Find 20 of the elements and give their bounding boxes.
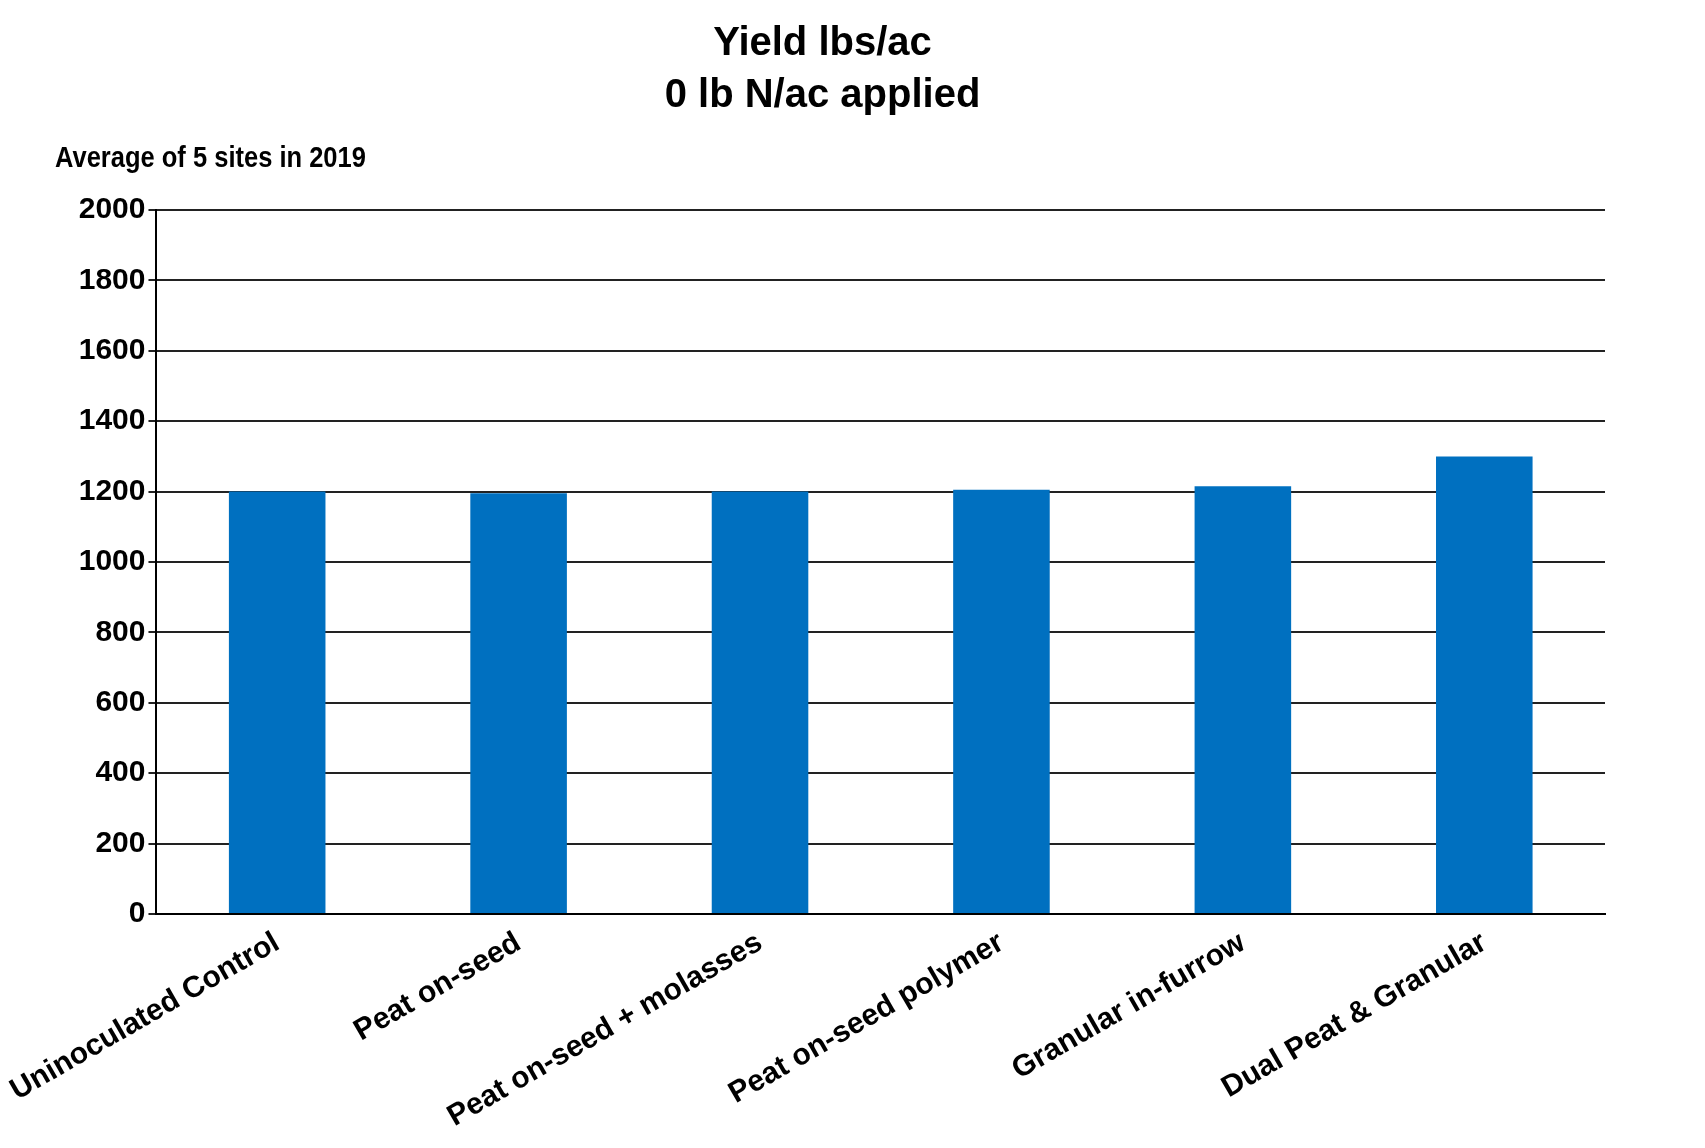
- chart-subtitle: 0 lb N/ac applied: [664, 71, 981, 116]
- y-tick-label: 1800: [78, 261, 146, 295]
- y-tick-label: 1000: [78, 543, 146, 577]
- y-tick-label: 600: [95, 684, 146, 718]
- y-tick-label: 800: [95, 613, 146, 647]
- bar: [470, 493, 567, 913]
- y-tick-label: 2000: [78, 191, 146, 225]
- y-tick-label: 1200: [78, 472, 146, 506]
- bar: [228, 491, 326, 913]
- y-tick-label: 1400: [78, 402, 146, 436]
- y-tick-label: 200: [95, 824, 146, 858]
- y-tick-label: 0: [128, 895, 146, 929]
- bar: [711, 491, 809, 913]
- bar: [1436, 456, 1533, 913]
- text: Average of 5 sites in 2019: [55, 140, 366, 174]
- y-tick-label: 1600: [78, 332, 146, 366]
- y-tick-label: 400: [95, 754, 146, 788]
- bar: [953, 489, 1050, 913]
- chart-title: Yield lbs/ac: [713, 19, 932, 64]
- bar: [1194, 486, 1292, 913]
